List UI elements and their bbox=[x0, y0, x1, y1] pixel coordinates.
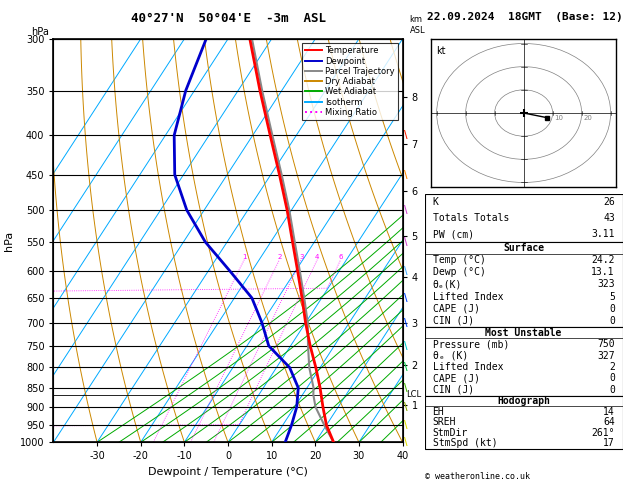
X-axis label: Dewpoint / Temperature (°C): Dewpoint / Temperature (°C) bbox=[148, 467, 308, 477]
Text: km
ASL: km ASL bbox=[409, 16, 425, 35]
Y-axis label: hPa: hPa bbox=[4, 230, 14, 251]
Text: 20: 20 bbox=[583, 115, 593, 121]
Text: \: \ bbox=[404, 383, 408, 393]
Text: 24.2: 24.2 bbox=[591, 255, 615, 265]
Text: \: \ bbox=[404, 205, 408, 215]
Text: \: \ bbox=[404, 341, 408, 351]
Text: 3: 3 bbox=[299, 254, 303, 260]
Text: 2: 2 bbox=[277, 254, 282, 260]
Text: 43: 43 bbox=[603, 213, 615, 223]
Text: StmDir: StmDir bbox=[433, 428, 468, 438]
Text: 64: 64 bbox=[603, 417, 615, 427]
Text: 2: 2 bbox=[609, 362, 615, 372]
Text: CIN (J): CIN (J) bbox=[433, 385, 474, 395]
Text: CAPE (J): CAPE (J) bbox=[433, 304, 479, 313]
Text: \: \ bbox=[404, 266, 408, 276]
Text: 6: 6 bbox=[338, 254, 343, 260]
Text: \: \ bbox=[404, 293, 408, 303]
Text: kt: kt bbox=[437, 46, 446, 56]
Text: Most Unstable: Most Unstable bbox=[486, 328, 562, 338]
Text: 17: 17 bbox=[603, 438, 615, 449]
Text: 0: 0 bbox=[609, 316, 615, 326]
Bar bbox=[425, 327, 623, 396]
Text: © weatheronline.co.uk: © weatheronline.co.uk bbox=[425, 472, 530, 481]
Text: θₑ (K): θₑ (K) bbox=[433, 350, 468, 361]
Text: EH: EH bbox=[433, 407, 444, 417]
Text: \: \ bbox=[404, 402, 408, 412]
Text: \: \ bbox=[404, 363, 408, 372]
Text: PW (cm): PW (cm) bbox=[433, 229, 474, 239]
Text: 5: 5 bbox=[609, 292, 615, 302]
Text: 22.09.2024  18GMT  (Base: 12): 22.09.2024 18GMT (Base: 12) bbox=[427, 12, 623, 22]
Text: 13.1: 13.1 bbox=[591, 267, 615, 278]
Text: Lifted Index: Lifted Index bbox=[433, 362, 503, 372]
Text: 0: 0 bbox=[609, 373, 615, 383]
Text: CAPE (J): CAPE (J) bbox=[433, 373, 479, 383]
Text: Totals Totals: Totals Totals bbox=[433, 213, 509, 223]
Bar bbox=[425, 194, 623, 242]
Text: 4: 4 bbox=[315, 254, 320, 260]
Text: 750: 750 bbox=[597, 339, 615, 349]
Text: \: \ bbox=[404, 318, 408, 328]
Text: 0: 0 bbox=[609, 385, 615, 395]
Text: 323: 323 bbox=[597, 279, 615, 290]
Text: Surface: Surface bbox=[503, 243, 544, 253]
Text: Mixing Ratio (g/kg): Mixing Ratio (g/kg) bbox=[433, 201, 442, 280]
Text: Pressure (mb): Pressure (mb) bbox=[433, 339, 509, 349]
Text: Dewp (°C): Dewp (°C) bbox=[433, 267, 486, 278]
Text: Temp (°C): Temp (°C) bbox=[433, 255, 486, 265]
Text: 3.11: 3.11 bbox=[591, 229, 615, 239]
Text: 14: 14 bbox=[603, 407, 615, 417]
Text: 327: 327 bbox=[597, 350, 615, 361]
Bar bbox=[425, 396, 623, 449]
Text: K: K bbox=[433, 197, 438, 208]
Text: \: \ bbox=[404, 237, 408, 247]
Text: \: \ bbox=[404, 170, 408, 180]
Text: LCL: LCL bbox=[406, 390, 421, 399]
Legend: Temperature, Dewpoint, Parcel Trajectory, Dry Adiabat, Wet Adiabat, Isotherm, Mi: Temperature, Dewpoint, Parcel Trajectory… bbox=[302, 43, 398, 120]
Text: StmSpd (kt): StmSpd (kt) bbox=[433, 438, 497, 449]
Text: 261°: 261° bbox=[591, 428, 615, 438]
Text: \: \ bbox=[404, 130, 408, 140]
Text: CIN (J): CIN (J) bbox=[433, 316, 474, 326]
Text: hPa: hPa bbox=[31, 27, 48, 37]
Text: 26: 26 bbox=[603, 197, 615, 208]
Text: SREH: SREH bbox=[433, 417, 456, 427]
Bar bbox=[425, 242, 623, 327]
Text: 10: 10 bbox=[554, 115, 564, 121]
Text: \: \ bbox=[404, 420, 408, 430]
Text: 0: 0 bbox=[609, 304, 615, 313]
Text: 1: 1 bbox=[242, 254, 247, 260]
Text: θₑ(K): θₑ(K) bbox=[433, 279, 462, 290]
Text: Hodograph: Hodograph bbox=[497, 396, 550, 406]
Text: Lifted Index: Lifted Index bbox=[433, 292, 503, 302]
Text: 40°27'N  50°04'E  -3m  ASL: 40°27'N 50°04'E -3m ASL bbox=[130, 12, 326, 25]
Text: \: \ bbox=[404, 437, 408, 447]
